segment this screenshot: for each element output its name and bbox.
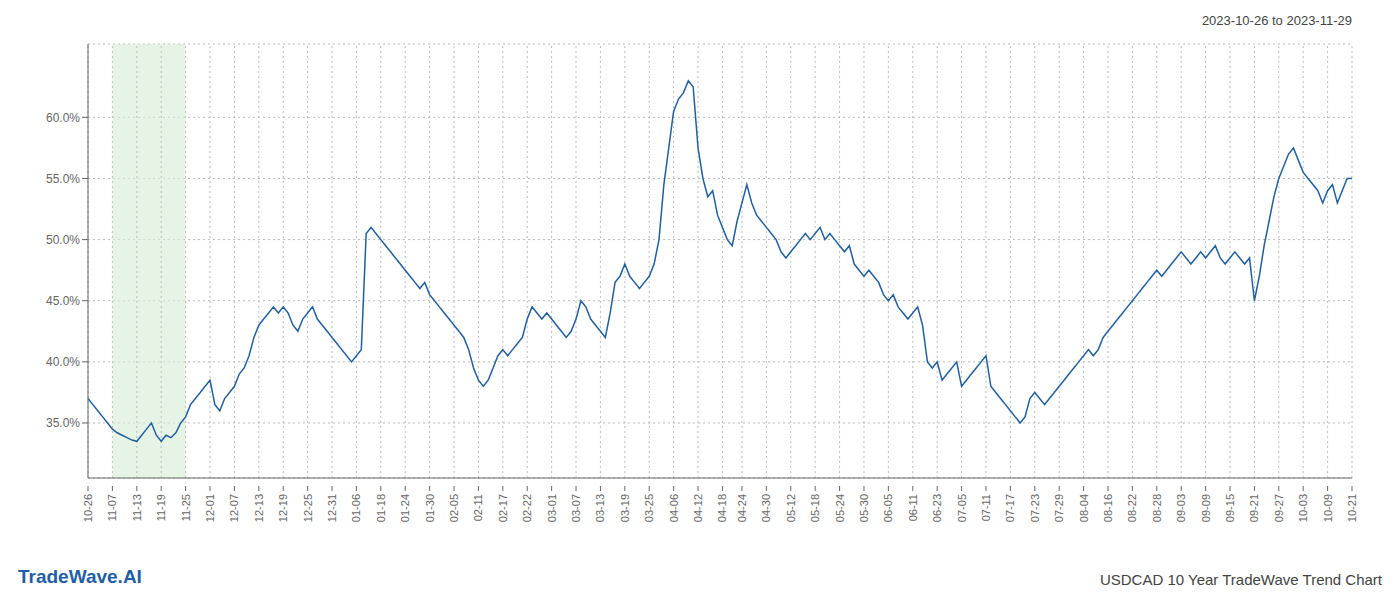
svg-text:01-24: 01-24 <box>399 494 411 522</box>
svg-text:06-05: 06-05 <box>882 494 894 522</box>
svg-text:10-03: 10-03 <box>1297 494 1309 522</box>
svg-text:02-05: 02-05 <box>448 494 460 522</box>
svg-text:01-30: 01-30 <box>424 494 436 522</box>
svg-text:45.0%: 45.0% <box>46 294 80 308</box>
svg-text:35.0%: 35.0% <box>46 416 80 430</box>
html-text:USDCAD 10 Year TradeWave Trend: USDCAD 10 Year TradeWave Trend Chart <box>1099 571 1382 588</box>
svg-text:07-17: 07-17 <box>1004 494 1016 522</box>
svg-text:05-18: 05-18 <box>809 494 821 522</box>
svg-text:09-27: 09-27 <box>1273 494 1285 522</box>
svg-text:02-22: 02-22 <box>521 494 533 522</box>
svg-text:11-19: 11-19 <box>155 494 167 521</box>
svg-text:11-07: 11-07 <box>106 494 118 521</box>
svg-text:03-01: 03-01 <box>546 494 558 522</box>
svg-text:08-16: 08-16 <box>1102 494 1114 522</box>
svg-text:06-11: 06-11 <box>907 494 919 521</box>
svg-text:07-05: 07-05 <box>956 494 968 522</box>
html-text:TradeWave.AI: TradeWave.AI <box>18 566 142 587</box>
svg-text:04-30: 04-30 <box>760 494 772 522</box>
svg-text:09-15: 09-15 <box>1224 494 1236 522</box>
svg-text:60.0%: 60.0% <box>46 111 80 125</box>
svg-text:12-19: 12-19 <box>277 494 289 522</box>
svg-text:11-25: 11-25 <box>180 494 192 521</box>
svg-text:55.0%: 55.0% <box>46 172 80 186</box>
svg-text:08-28: 08-28 <box>1151 494 1163 522</box>
svg-text:05-30: 05-30 <box>858 494 870 522</box>
svg-text:08-22: 08-22 <box>1126 494 1138 522</box>
svg-text:09-21: 09-21 <box>1248 494 1260 522</box>
svg-text:06-23: 06-23 <box>931 494 943 522</box>
svg-text:03-07: 03-07 <box>570 494 582 522</box>
svg-text:03-25: 03-25 <box>643 494 655 522</box>
svg-text:05-12: 05-12 <box>785 494 797 522</box>
svg-text:01-06: 01-06 <box>350 494 362 522</box>
html-text:2023-10-26 to 2023-11-29: 2023-10-26 to 2023-11-29 <box>1201 13 1352 28</box>
svg-text:07-23: 07-23 <box>1029 494 1041 522</box>
svg-text:50.0%: 50.0% <box>46 233 80 247</box>
svg-text:12-13: 12-13 <box>253 494 265 522</box>
svg-text:10-21: 10-21 <box>1346 494 1358 522</box>
svg-text:07-29: 07-29 <box>1053 494 1065 522</box>
svg-text:10-26: 10-26 <box>82 494 94 522</box>
svg-text:07-11: 07-11 <box>980 494 992 521</box>
svg-text:02-17: 02-17 <box>497 494 509 522</box>
svg-text:09-09: 09-09 <box>1200 494 1212 522</box>
svg-text:04-06: 04-06 <box>668 494 680 522</box>
svg-text:03-19: 03-19 <box>619 494 631 522</box>
svg-text:08-04: 08-04 <box>1078 494 1090 522</box>
svg-text:04-24: 04-24 <box>736 494 748 522</box>
svg-text:01-18: 01-18 <box>375 494 387 522</box>
svg-text:10-09: 10-09 <box>1322 494 1334 522</box>
svg-text:12-01: 12-01 <box>204 494 216 522</box>
svg-text:04-18: 04-18 <box>716 494 728 522</box>
svg-text:12-31: 12-31 <box>326 494 338 522</box>
svg-text:03-13: 03-13 <box>594 494 606 522</box>
svg-text:11-13: 11-13 <box>131 494 143 521</box>
svg-text:40.0%: 40.0% <box>46 355 80 369</box>
svg-text:09-03: 09-03 <box>1175 494 1187 522</box>
svg-text:12-25: 12-25 <box>302 494 314 522</box>
svg-text:02-11: 02-11 <box>472 494 484 521</box>
svg-text:05-24: 05-24 <box>834 494 846 522</box>
svg-text:12-07: 12-07 <box>228 494 240 522</box>
svg-text:04-12: 04-12 <box>692 494 704 522</box>
